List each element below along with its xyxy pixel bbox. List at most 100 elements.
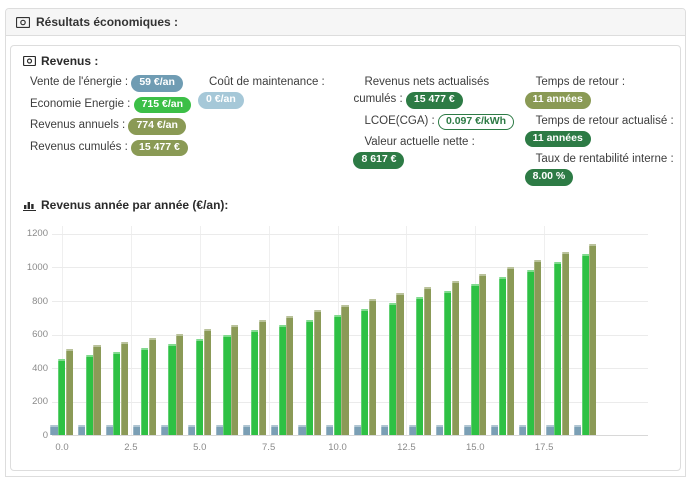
y-axis-tick-label: 600 [32,329,48,341]
chart-title-text: Revenus année par année (€/an): [41,197,229,212]
stat-value-badge: 0 €/an [198,92,244,109]
gridline-vertical [268,225,270,435]
chart-section-title: Revenus année par année (€/an): [23,198,674,212]
stat-label: Revenus cumulés : [30,140,128,153]
bar-1-year-8 [278,325,286,435]
bar-1-year-10 [333,315,341,435]
bar-0-year-10 [325,424,334,435]
bar-1-year-4 [168,343,176,435]
stat-value-badge: 0.097 €/kWh [437,113,515,131]
stat-label: Revenus annuels : [30,119,126,132]
x-axis-tick-label: 10.0 [328,441,347,453]
bar-1-year-18 [554,261,562,435]
bar-0-year-12 [381,424,389,435]
bar-0-year-8 [270,424,279,435]
revenus-panel: Revenus : Vente de l'énergie : 59 €/an E… [10,45,681,471]
money-bill-icon [23,56,36,66]
stat-temps-retour-actualise: Temps de retour actualisé : 11 années [524,113,674,148]
bar-2-year-3 [148,337,156,435]
bar-2-year-1 [93,345,101,435]
stat-taux-rentabilite: Taux de rentabilité interne : 8.00 % [524,151,674,186]
stat-value-badge: 774 €/an [128,118,186,135]
bar-0-year-11 [353,424,361,435]
gridline-vertical [544,225,546,435]
stats-col-couts: Coût de maintenance : 0 €/an [198,74,347,190]
stats-col-retour: Temps de retour : 11 années Temps de ret… [524,74,674,190]
bar-1-year-1 [85,355,93,435]
stat-revenus-annuels: Revenus annuels : 774 €/an [19,117,192,135]
panel-title: Résultats économiques : [36,15,179,29]
chart-plot [50,225,648,436]
y-axis-tick-label: 400 [32,362,48,374]
bar-1-year-2 [113,351,121,435]
stat-label: Coût de maintenance : [209,76,325,88]
bar-2-year-15 [479,274,487,435]
chart: 0 200 400 600 800 1000 1200 0.0 2.5 5.0 7.5 10.0 12.… [15,220,663,460]
stat-label: Vente de l'énergie : [30,76,129,88]
bar-1-year-19 [581,253,589,435]
bar-2-year-12 [396,293,404,435]
bar-0-year-17 [518,424,526,435]
bar-1-year-12 [388,303,396,435]
bar-0-year-3 [133,424,141,435]
bar-2-year-18 [561,251,569,435]
x-axis-tick-label: 2.5 [124,441,138,453]
money-bill-icon [16,16,30,28]
bar-2-year-5 [203,329,211,435]
revenus-title-text: Revenus : [41,54,99,68]
bar-2-year-4 [176,333,184,435]
gridline-horizontal [52,334,648,336]
bar-0-year-14 [436,424,444,435]
x-axis-tick-label: 12.5 [397,441,416,453]
panel-header: Résultats économiques : [6,9,685,36]
bar-2-year-11 [368,299,377,435]
stat-value-badge: 11 années [524,92,591,109]
stat-label: Temps de retour : [535,76,626,88]
bar-1-year-6 [223,335,231,435]
stat-value-badge: 15 477 € [131,139,188,157]
bar-0-year-18 [546,424,554,435]
revenus-section-title: Revenus : [23,54,674,68]
bar-1-year-0 [58,358,66,435]
stat-value-badge: 11 années [524,130,591,148]
bar-2-year-2 [120,341,129,435]
bar-0-year-19 [573,424,582,435]
bar-1-year-5 [195,339,204,435]
bar-2-year-17 [534,259,542,435]
stat-label: LCOE(CGA) : [364,114,435,127]
stat-value-badge: 8.00 % [524,169,574,186]
bar-0-year-1 [78,424,86,435]
x-axis-tick-label: 5.0 [193,441,207,453]
gridline-horizontal [52,401,648,403]
stat-label: Economie Energie : [30,97,131,110]
y-axis-tick-label: 1000 [26,261,48,273]
stat-value-badge: 59 €/an [131,75,183,92]
bar-0-year-9 [298,424,306,435]
bar-0-year-5 [188,424,196,435]
y-axis-tick-label: 200 [32,396,48,408]
bar-2-year-14 [451,280,459,435]
bar-2-year-6 [231,325,239,435]
bar-1-year-16 [498,276,507,435]
x-axis-tick-label: 15.0 [466,441,485,453]
bar-0-year-13 [408,424,416,435]
gridline-horizontal [52,233,648,235]
stat-label: Revenus nets actualisés cumulés : [353,76,490,105]
bar-2-year-7 [258,320,266,435]
bar-0-year-2 [105,424,113,435]
bar-2-year-19 [589,243,597,435]
gridline-vertical [199,225,201,435]
bar-2-year-9 [313,310,321,435]
stat-value-badge: 8 617 € [353,152,405,169]
bar-0-year-0 [50,424,58,435]
gridline-horizontal [52,368,648,370]
stats-row: Vente de l'énergie : 59 €/an Economie En… [19,74,674,190]
stat-vente-energie: Vente de l'énergie : 59 €/an [19,74,192,92]
bar-2-year-0 [65,349,74,435]
x-axis-tick-label: 0.0 [55,441,69,453]
bar-0-year-15 [463,424,471,435]
stat-lcoe: LCOE(CGA) : 0.097 €/kWh [353,113,518,131]
x-axis-tick-label: 17.5 [534,441,554,453]
stats-col-revenus: Vente de l'énergie : 59 €/an Economie En… [19,74,192,190]
stat-economie-energie: Economie Energie : 715 €/an [19,96,192,114]
